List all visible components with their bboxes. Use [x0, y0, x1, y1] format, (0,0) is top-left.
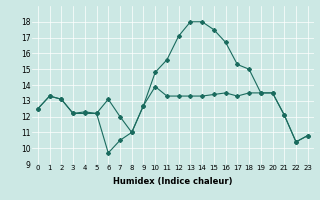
X-axis label: Humidex (Indice chaleur): Humidex (Indice chaleur) [113, 177, 233, 186]
